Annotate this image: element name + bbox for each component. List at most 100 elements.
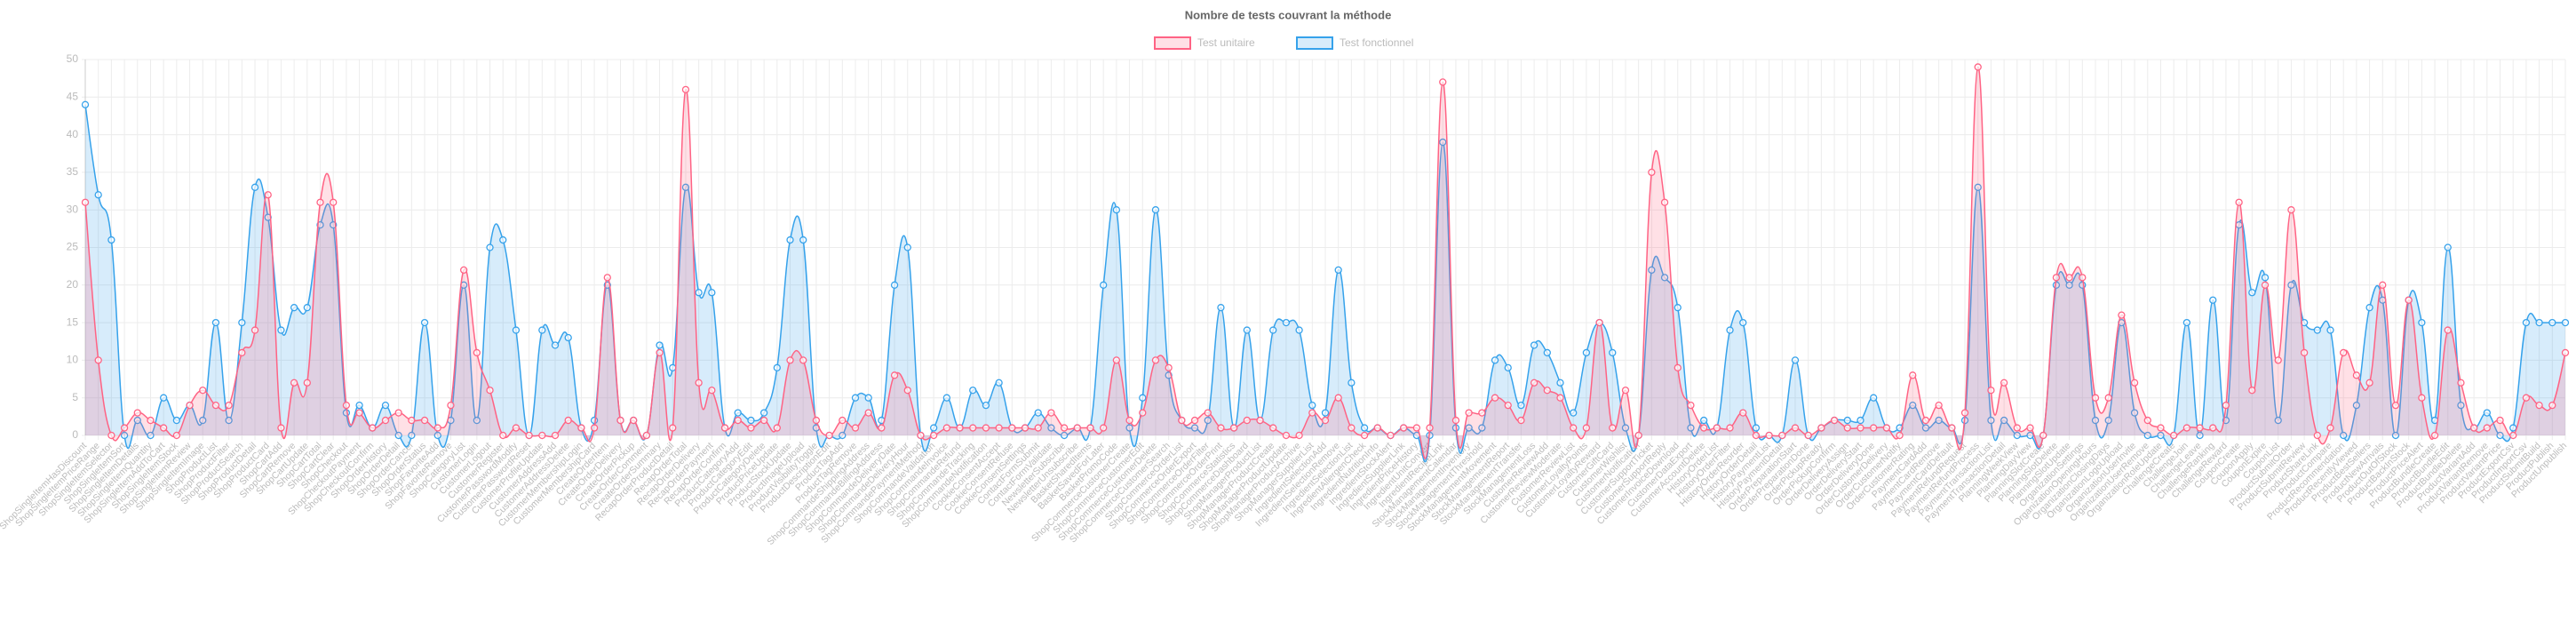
data-point	[825, 431, 833, 440]
data-point	[277, 326, 285, 334]
data-point	[1660, 198, 1669, 206]
data-point	[1609, 348, 1617, 357]
data-point	[1948, 424, 1956, 432]
data-point	[1086, 424, 1094, 432]
data-point	[2522, 318, 2531, 327]
data-point	[1830, 416, 1839, 425]
data-point	[264, 191, 272, 199]
legend-swatch	[1296, 36, 1333, 50]
y-tick-label: 15	[67, 315, 79, 328]
data-point	[2391, 431, 2400, 440]
data-point	[2235, 198, 2243, 206]
data-point	[2091, 416, 2100, 425]
data-point	[2352, 402, 2361, 410]
data-point	[1400, 424, 1408, 432]
data-point	[930, 424, 938, 432]
data-point	[355, 402, 363, 410]
data-point	[839, 416, 847, 425]
data-point	[1921, 416, 1930, 425]
data-point	[2444, 243, 2452, 251]
data-point	[2130, 379, 2139, 387]
data-point	[420, 416, 429, 425]
data-point	[1100, 424, 1108, 432]
data-point	[316, 198, 324, 206]
data-point	[1674, 304, 1682, 312]
data-point	[1504, 363, 1512, 372]
data-point	[1478, 424, 1486, 432]
data-point	[2326, 326, 2334, 334]
data-point	[1243, 416, 1251, 425]
data-point	[630, 416, 638, 425]
data-point	[1726, 326, 1734, 334]
data-point	[94, 356, 102, 364]
data-point	[2287, 206, 2295, 214]
data-point	[1034, 424, 1042, 432]
data-point	[250, 183, 259, 191]
data-point	[2182, 318, 2191, 327]
y-tick-label: 10	[67, 354, 79, 366]
data-point	[2561, 318, 2570, 327]
data-point	[1582, 424, 1591, 432]
series-line	[84, 66, 2566, 459]
data-point	[1974, 63, 1982, 71]
data-point	[942, 394, 951, 402]
data-point	[120, 431, 129, 440]
data-point	[1595, 318, 1603, 327]
data-point	[1125, 416, 1133, 425]
data-point	[799, 356, 807, 364]
data-point	[590, 424, 599, 432]
data-point	[1556, 379, 1564, 387]
data-point	[2391, 402, 2400, 410]
data-point	[917, 431, 925, 440]
data-point	[486, 387, 494, 395]
data-point	[1699, 416, 1708, 425]
data-point	[250, 326, 259, 334]
data-point	[342, 402, 351, 410]
data-point	[1960, 409, 1969, 417]
data-point	[1687, 424, 1695, 432]
data-point	[1190, 416, 1199, 425]
data-point	[1360, 424, 1369, 432]
data-point	[1073, 424, 1081, 432]
data-point	[890, 281, 899, 289]
data-point	[2079, 274, 2087, 282]
y-tick-label: 20	[67, 278, 79, 291]
data-point	[1987, 387, 1995, 395]
data-point	[2196, 431, 2204, 440]
data-point	[1517, 416, 1525, 425]
data-point	[2065, 281, 2073, 289]
data-point	[930, 431, 938, 440]
data-point	[577, 424, 585, 432]
data-point	[1870, 394, 1878, 402]
data-point	[1870, 424, 1878, 432]
data-point	[2365, 304, 2373, 312]
data-point	[1648, 266, 1656, 275]
data-point	[1909, 402, 1917, 410]
data-point	[172, 416, 181, 425]
data-point	[1921, 424, 1930, 432]
data-point	[1935, 402, 1943, 410]
data-point	[420, 318, 429, 327]
data-point	[238, 318, 246, 327]
data-point	[1373, 424, 1381, 432]
data-point	[211, 402, 220, 410]
legend-label: Test unitaire	[1197, 36, 1255, 49]
data-point	[381, 402, 390, 410]
data-point	[2261, 274, 2270, 282]
data-point	[2535, 318, 2543, 327]
data-point	[2365, 379, 2373, 387]
data-point	[1269, 424, 1277, 432]
data-point	[211, 318, 220, 327]
data-point	[2340, 348, 2348, 357]
data-point	[160, 394, 168, 402]
data-point	[290, 304, 298, 312]
chart-title: Nombre de tests couvrant la méthode	[1185, 8, 1392, 21]
data-point	[2013, 424, 2021, 432]
data-point	[942, 424, 951, 432]
data-point	[1295, 326, 1303, 334]
data-point	[2313, 326, 2321, 334]
data-point	[1348, 424, 1356, 432]
y-tick-label: 40	[67, 128, 79, 140]
data-point	[656, 341, 664, 349]
data-point	[147, 416, 155, 425]
